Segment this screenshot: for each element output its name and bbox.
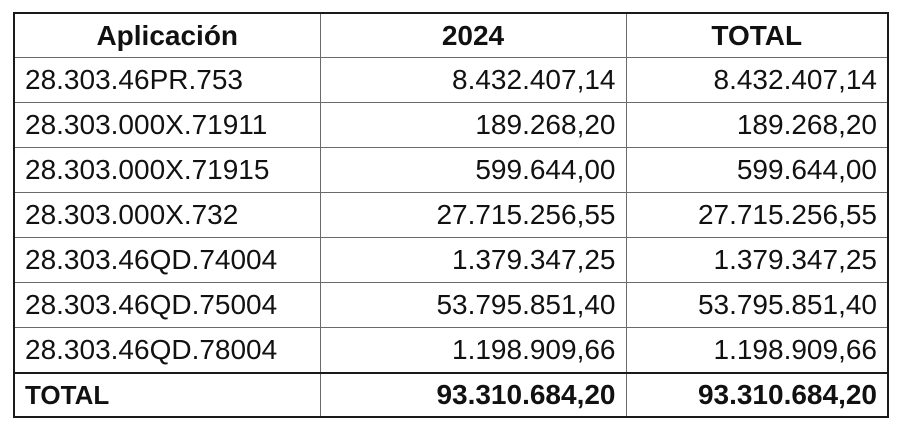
cell-total: 189.268,20 bbox=[625, 102, 889, 148]
total-2024: 93.310.684,20 bbox=[319, 372, 627, 418]
cell-aplicacion: 28.303.000X.732 bbox=[13, 192, 321, 238]
cell-total: 599.644,00 bbox=[625, 147, 889, 193]
cell-2024: 1.379.347,25 bbox=[319, 237, 627, 283]
table-row: 28.303.000X.732 27.715.256,55 27.715.256… bbox=[13, 192, 889, 238]
cell-total: 8.432.407,14 bbox=[625, 57, 889, 103]
cell-2024: 27.715.256,55 bbox=[319, 192, 627, 238]
header-total: TOTAL bbox=[625, 12, 889, 58]
table-row: 28.303.000X.71915 599.644,00 599.644,00 bbox=[13, 147, 889, 193]
cell-aplicacion: 28.303.46QD.78004 bbox=[13, 327, 321, 374]
table-row: 28.303.000X.71911 189.268,20 189.268,20 bbox=[13, 102, 889, 148]
table-row: 28.303.46QD.78004 1.198.909,66 1.198.909… bbox=[13, 327, 889, 374]
cell-aplicacion: 28.303.000X.71915 bbox=[13, 147, 321, 193]
cell-total: 1.379.347,25 bbox=[625, 237, 889, 283]
cell-total: 1.198.909,66 bbox=[625, 327, 889, 374]
header-2024: 2024 bbox=[319, 12, 627, 58]
table-row: 28.303.46QD.75004 53.795.851,40 53.795.8… bbox=[13, 282, 889, 328]
cell-2024: 189.268,20 bbox=[319, 102, 627, 148]
cell-aplicacion: 28.303.46QD.75004 bbox=[13, 282, 321, 328]
cell-2024: 8.432.407,14 bbox=[319, 57, 627, 103]
cell-2024: 599.644,00 bbox=[319, 147, 627, 193]
header-aplicacion: Aplicación bbox=[13, 12, 321, 58]
budget-table: Aplicación 2024 TOTAL 28.303.46PR.753 8.… bbox=[13, 12, 889, 418]
cell-2024: 53.795.851,40 bbox=[319, 282, 627, 328]
cell-2024: 1.198.909,66 bbox=[319, 327, 627, 374]
cell-aplicacion: 28.303.46PR.753 bbox=[13, 57, 321, 103]
cell-aplicacion: 28.303.46QD.74004 bbox=[13, 237, 321, 283]
header-row: Aplicación 2024 TOTAL bbox=[13, 12, 889, 58]
table-row: 28.303.46QD.74004 1.379.347,25 1.379.347… bbox=[13, 237, 889, 283]
cell-aplicacion: 28.303.000X.71911 bbox=[13, 102, 321, 148]
cell-total: 27.715.256,55 bbox=[625, 192, 889, 238]
cell-total: 53.795.851,40 bbox=[625, 282, 889, 328]
total-row: TOTAL 93.310.684,20 93.310.684,20 bbox=[13, 372, 889, 418]
total-total: 93.310.684,20 bbox=[625, 372, 889, 418]
total-label: TOTAL bbox=[13, 372, 321, 418]
table-row: 28.303.46PR.753 8.432.407,14 8.432.407,1… bbox=[13, 57, 889, 103]
